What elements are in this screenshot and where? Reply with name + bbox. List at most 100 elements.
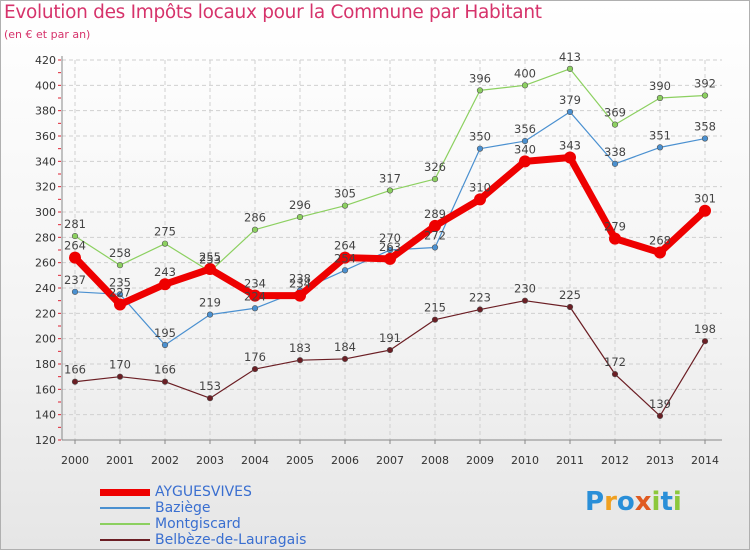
data-label-belb-ze-de-lauragais: 183 (289, 341, 311, 355)
data-point-ayguesvives (429, 219, 441, 232)
data-point-bazi-ge (206, 311, 214, 318)
data-label-montgiscard: 317 (379, 171, 401, 185)
y-tick-label: 420 (35, 54, 56, 67)
data-point-bazi-ge (701, 135, 709, 142)
y-tick-label: 360 (35, 130, 56, 143)
data-point-bazi-ge (71, 288, 79, 295)
legend-item: AYGUESVIVES (100, 484, 400, 500)
logo-letter: t (660, 487, 673, 517)
x-tick-label: 2006 (331, 454, 359, 467)
data-label-montgiscard: 400 (514, 66, 536, 80)
data-point-bazi-ge (251, 305, 259, 312)
data-label-ayguesvives: 343 (559, 139, 581, 153)
data-point-belb-ze-de-lauragais (206, 395, 214, 402)
data-label-montgiscard: 390 (649, 79, 671, 93)
data-label-montgiscard: 413 (559, 50, 581, 64)
data-label-bazi-ge: 195 (154, 326, 176, 340)
x-tick-label: 2009 (466, 454, 494, 467)
legend-item: Montgiscard (100, 516, 400, 532)
x-tick-label: 2011 (556, 454, 584, 467)
y-tick-label: 260 (35, 257, 56, 270)
data-point-belb-ze-de-lauragais (476, 306, 484, 313)
data-label-bazi-ge: 356 (514, 122, 536, 136)
logo-letter: i (672, 487, 682, 517)
x-tick-label: 2012 (601, 454, 629, 467)
data-label-ayguesvives: 234 (289, 277, 311, 291)
data-point-montgiscard (476, 87, 484, 94)
data-point-montgiscard (251, 226, 259, 233)
data-point-montgiscard (656, 94, 664, 102)
y-tick-label: 200 (35, 333, 56, 346)
data-point-montgiscard (161, 240, 169, 247)
data-label-belb-ze-de-lauragais: 225 (559, 288, 581, 302)
x-tick-label: 2000 (61, 454, 89, 467)
data-label-montgiscard: 305 (334, 187, 356, 201)
data-point-bazi-ge (476, 145, 484, 152)
data-point-montgiscard (116, 262, 124, 269)
data-point-belb-ze-de-lauragais (431, 316, 439, 323)
data-point-belb-ze-de-lauragais (566, 303, 574, 311)
data-label-ayguesvives: 264 (334, 239, 356, 253)
data-point-belb-ze-de-lauragais (386, 346, 394, 354)
data-label-bazi-ge: 338 (604, 145, 626, 159)
legend-label: Belbèze-de-Lauragais (155, 532, 307, 548)
data-point-bazi-ge (116, 291, 124, 298)
data-label-montgiscard: 392 (694, 76, 716, 90)
data-label-montgiscard: 296 (289, 198, 311, 212)
data-point-belb-ze-de-lauragais (296, 357, 304, 364)
data-label-bazi-ge: 235 (109, 275, 131, 289)
data-label-montgiscard: 281 (64, 217, 86, 231)
data-label-ayguesvives: 310 (469, 180, 491, 194)
data-label-belb-ze-de-lauragais: 166 (154, 363, 176, 377)
logo-letter: r (604, 487, 617, 517)
data-point-ayguesvives (114, 298, 126, 311)
data-point-ayguesvives (474, 193, 486, 206)
y-tick-label: 120 (35, 434, 56, 447)
data-label-belb-ze-de-lauragais: 170 (109, 358, 131, 372)
x-tick-label: 2002 (151, 454, 179, 467)
data-label-ayguesvives: 234 (244, 277, 266, 291)
data-label-bazi-ge: 351 (649, 128, 671, 142)
logo-letter: P (585, 487, 605, 517)
data-label-bazi-ge: 358 (694, 120, 716, 134)
x-tick-label: 2007 (376, 454, 404, 467)
data-point-ayguesvives (159, 278, 171, 291)
data-point-bazi-ge (566, 108, 574, 116)
x-tick-label: 2014 (691, 454, 719, 467)
data-label-montgiscard: 286 (244, 211, 266, 225)
data-label-bazi-ge: 237 (64, 273, 86, 287)
legend-item: Baziège (100, 500, 400, 516)
y-tick-label: 180 (35, 358, 56, 371)
data-label-bazi-ge: 379 (559, 93, 581, 107)
legend-label: Montgiscard (155, 516, 241, 532)
data-point-montgiscard (521, 82, 529, 89)
data-point-ayguesvives (249, 289, 261, 302)
data-point-bazi-ge (431, 244, 439, 251)
data-point-ayguesvives (699, 204, 711, 217)
y-tick-label: 300 (35, 206, 56, 219)
data-label-montgiscard: 253 (199, 253, 221, 267)
data-point-bazi-ge (611, 160, 619, 167)
data-label-belb-ze-de-lauragais: 139 (649, 397, 671, 411)
data-point-ayguesvives (204, 263, 216, 275)
data-point-bazi-ge (341, 267, 349, 274)
data-label-bazi-ge: 238 (289, 272, 311, 286)
legend-swatch (100, 539, 150, 541)
data-label-montgiscard: 275 (154, 225, 176, 239)
data-label-ayguesvives: 264 (64, 239, 86, 253)
y-tick-label: 220 (35, 307, 56, 320)
data-point-belb-ze-de-lauragais (341, 355, 349, 363)
data-point-belb-ze-de-lauragais (701, 338, 709, 345)
data-label-belb-ze-de-lauragais: 191 (379, 331, 401, 345)
legend-swatch (100, 523, 150, 525)
data-point-ayguesvives (339, 251, 351, 264)
data-label-ayguesvives: 263 (379, 240, 401, 254)
data-label-montgiscard: 258 (109, 246, 131, 260)
data-point-ayguesvives (384, 252, 396, 265)
data-label-bazi-ge: 224 (244, 289, 266, 303)
data-point-bazi-ge (656, 144, 664, 151)
data-point-belb-ze-de-lauragais (521, 297, 529, 304)
data-point-ayguesvives (69, 251, 81, 264)
